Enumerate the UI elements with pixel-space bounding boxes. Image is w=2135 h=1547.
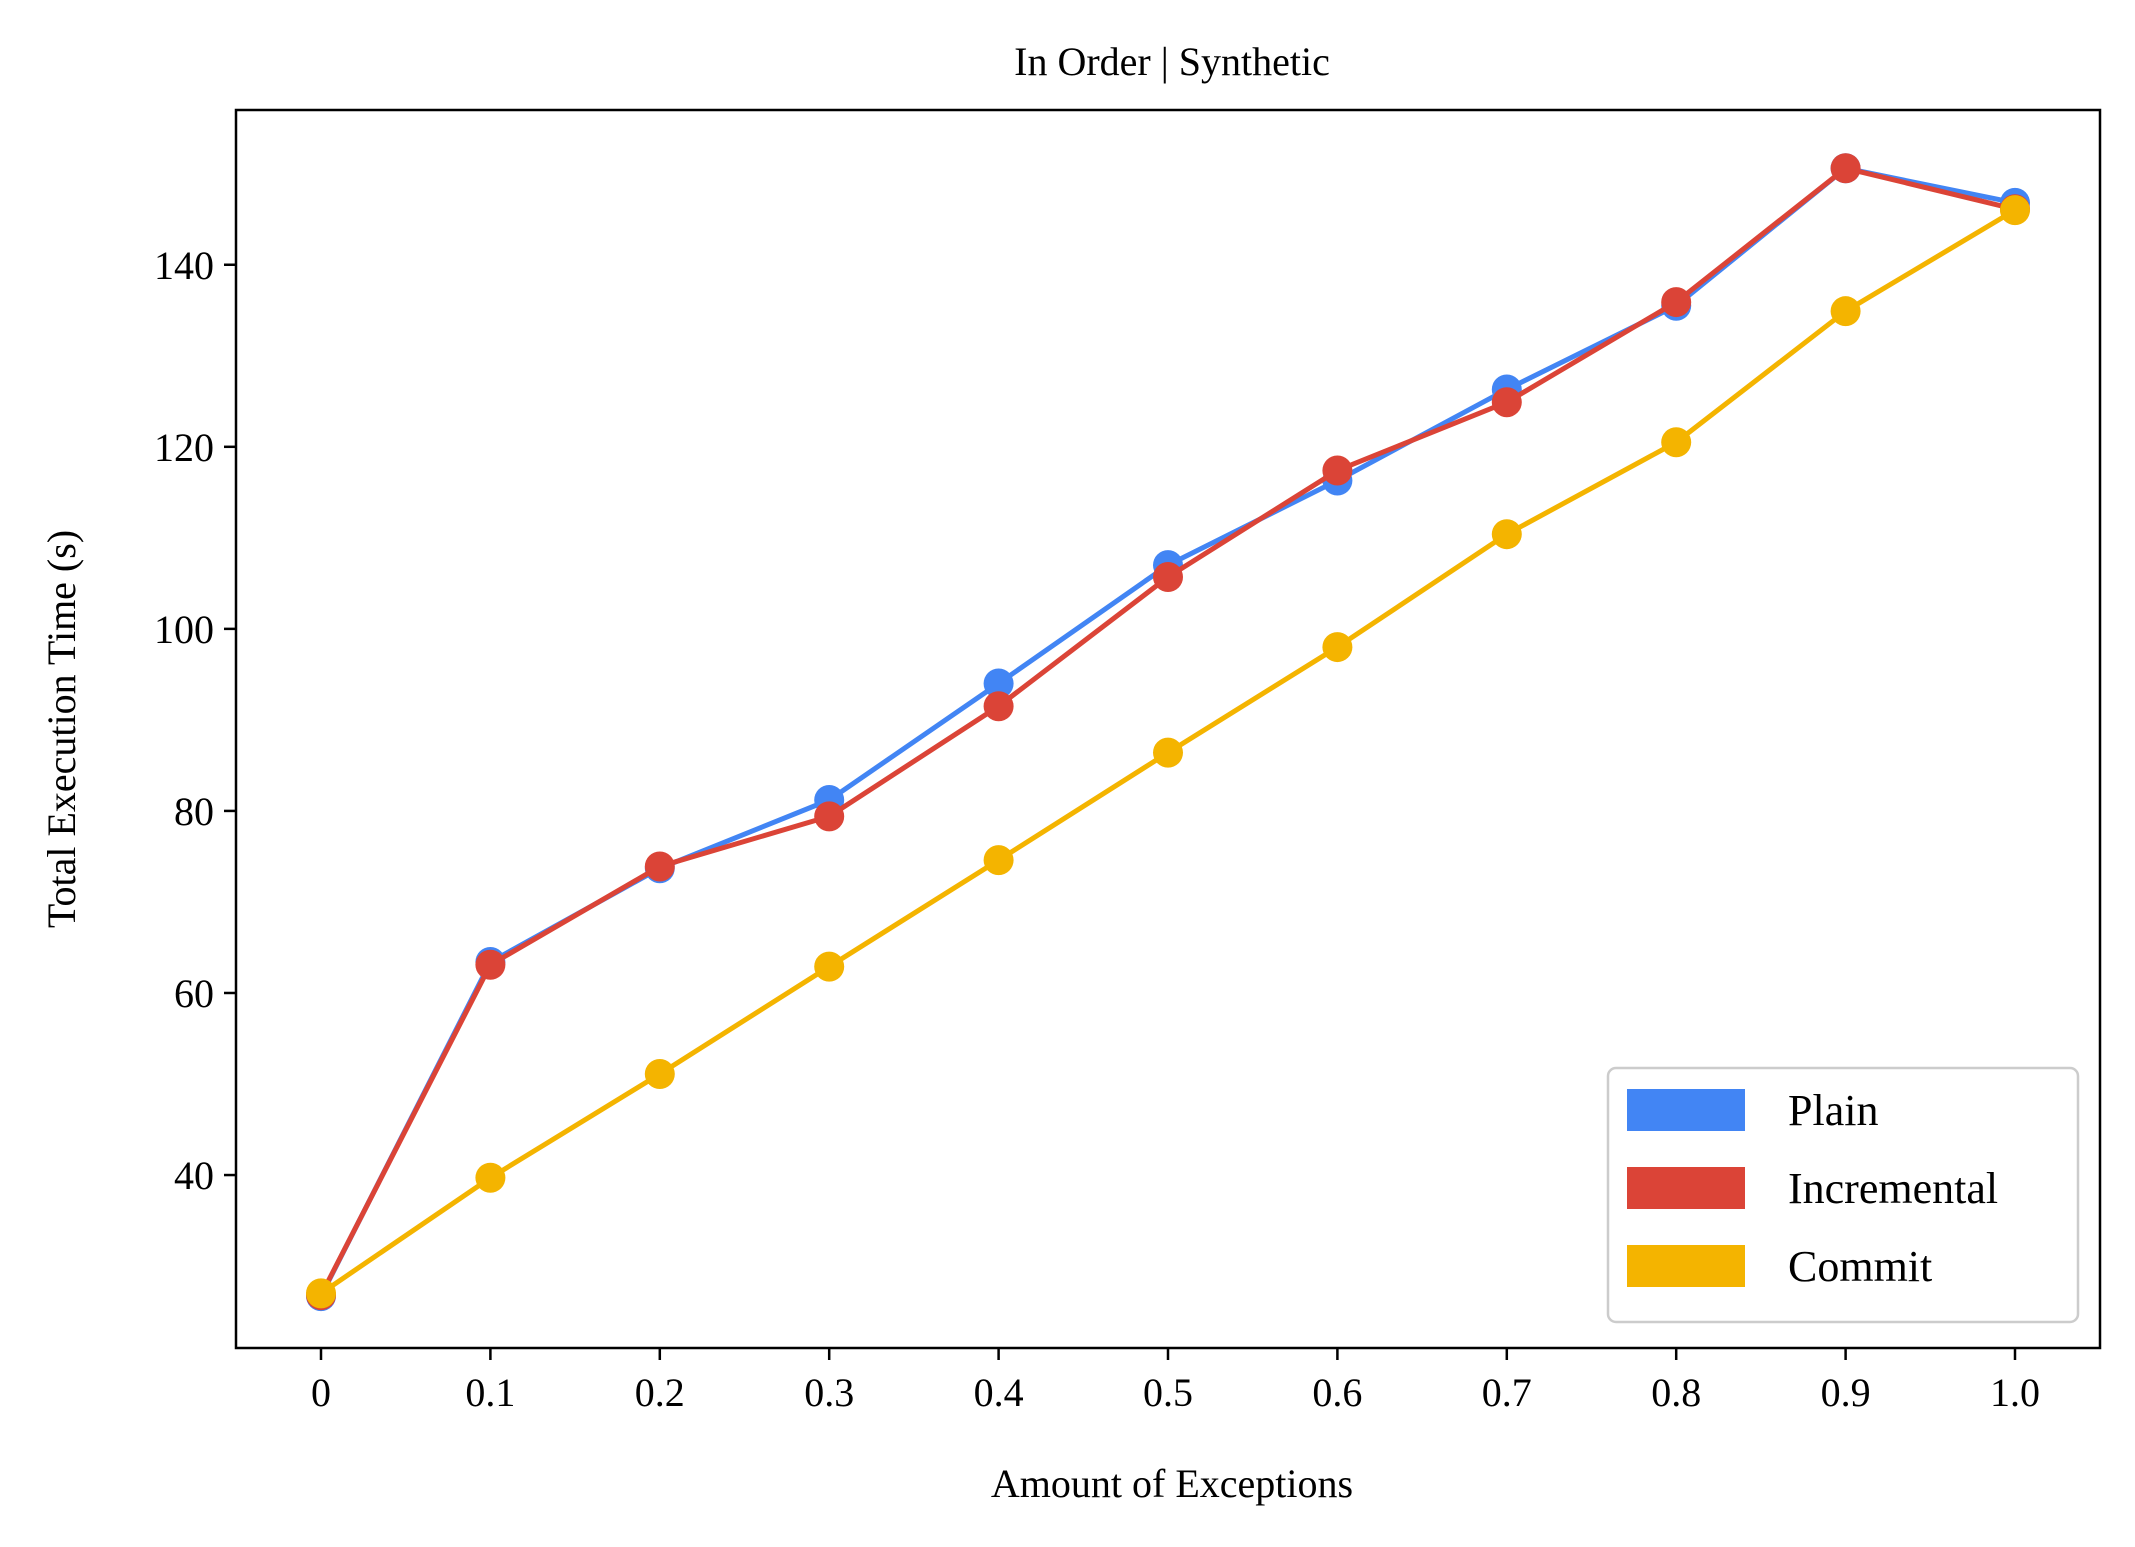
x-tick-label: 0.9 — [1821, 1370, 1871, 1415]
y-tick-label: 100 — [154, 607, 214, 652]
data-point-commit — [1153, 737, 1183, 768]
x-tick-label: 0.6 — [1312, 1370, 1362, 1415]
y-tick-label: 80 — [174, 789, 214, 834]
x-tick-label: 0.4 — [974, 1370, 1024, 1415]
data-point-commit — [2000, 195, 2030, 226]
x-tick-label: 0 — [311, 1370, 331, 1415]
y-tick-label: 60 — [174, 971, 214, 1016]
data-point-commit — [1491, 519, 1522, 550]
data-point-commit — [1830, 296, 1861, 327]
data-point-commit — [983, 845, 1014, 876]
data-point-incremental — [983, 691, 1014, 722]
data-point-incremental — [1322, 455, 1353, 486]
legend-label-plain: Plain — [1788, 1086, 1878, 1135]
y-tick-label: 140 — [154, 243, 214, 288]
data-point-incremental — [1830, 153, 1861, 184]
chart-title: In Order | Synthetic — [1014, 39, 1330, 84]
data-point-plain — [983, 668, 1014, 699]
data-point-commit — [814, 951, 845, 982]
plot-frame — [234, 108, 2102, 1350]
series-layer — [306, 153, 2030, 1312]
data-point-incremental — [814, 801, 845, 832]
y-tick-label: 40 — [174, 1153, 214, 1198]
x-axis-label: Amount of Exceptions — [991, 1461, 1353, 1506]
data-point-commit — [1661, 427, 1692, 458]
legend-swatch-commit — [1627, 1245, 1745, 1287]
data-point-commit — [306, 1278, 336, 1309]
x-tick-label: 0.1 — [465, 1370, 515, 1415]
data-point-commit — [1322, 632, 1353, 663]
legend-swatch-incremental — [1627, 1167, 1745, 1209]
x-tick-label: 0.7 — [1482, 1370, 1532, 1415]
y-axis-label: Total Execution Time (s) — [39, 530, 84, 928]
series-commit — [306, 195, 2030, 1309]
data-point-incremental — [644, 851, 675, 882]
y-tick-label: 120 — [154, 425, 214, 470]
data-point-commit — [644, 1059, 675, 1090]
x-tick-label: 0.2 — [635, 1370, 685, 1415]
x-tick-label: 1.0 — [1990, 1370, 2040, 1415]
legend-label-incremental: Incremental — [1788, 1164, 1998, 1213]
x-tick-label: 0.5 — [1143, 1370, 1193, 1415]
x-tick-label: 0.8 — [1651, 1370, 1701, 1415]
data-point-commit — [475, 1162, 506, 1193]
data-point-incremental — [1661, 287, 1692, 318]
data-point-incremental — [1153, 561, 1183, 592]
axes: 0 0.1 0.2 0.3 0.4 0.5 0.6 0.7 0.8 0.9 1.0 40 60 80 100… — [154, 243, 2040, 1415]
legend: Plain Incremental Commit — [1606, 1066, 2080, 1324]
x-tick-label: 0.3 — [804, 1370, 854, 1415]
data-point-incremental — [475, 949, 506, 980]
legend-swatch-plain — [1627, 1089, 1745, 1131]
data-point-incremental — [1491, 387, 1522, 418]
legend-label-commit: Commit — [1788, 1242, 1932, 1291]
